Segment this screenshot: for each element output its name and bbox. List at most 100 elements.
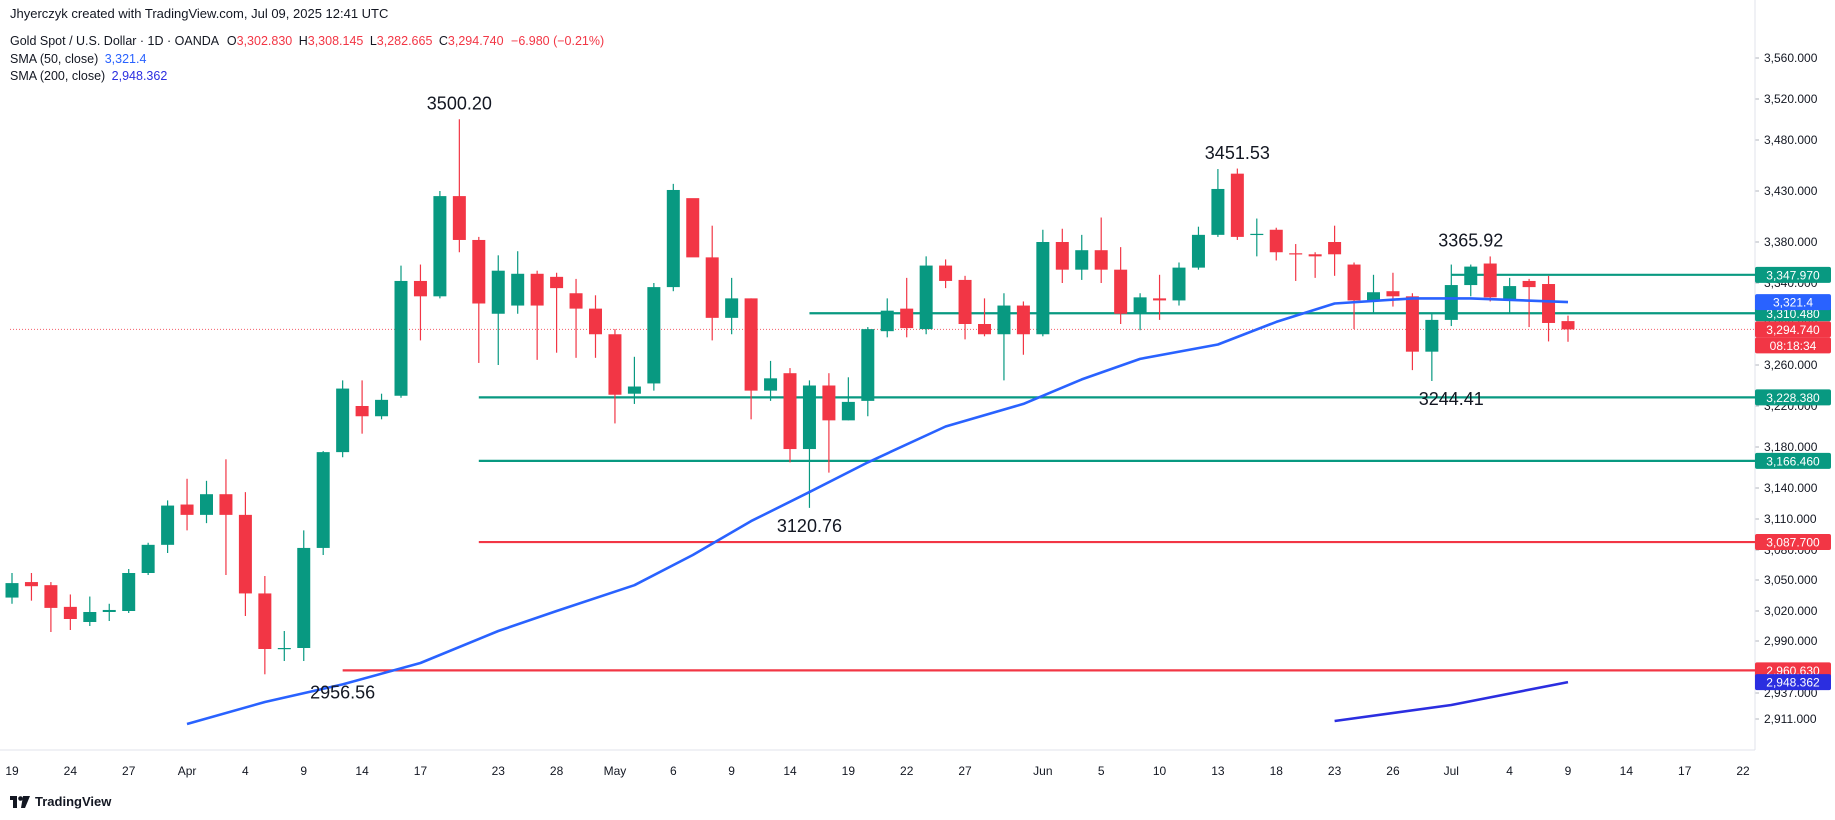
sma50-legend[interactable]: SMA (50, close) 3,321.4 xyxy=(10,52,146,66)
x-axis-tick-label: 24 xyxy=(64,764,78,778)
candle-body xyxy=(627,386,641,394)
candle-body xyxy=(608,334,622,395)
candle-body xyxy=(802,385,816,450)
x-axis-tick-label: 10 xyxy=(1153,764,1167,778)
candle-body xyxy=(1191,234,1205,268)
candle-body xyxy=(978,324,991,335)
x-axis-tick-label: 22 xyxy=(900,764,914,778)
x-axis-tick-label: 26 xyxy=(1386,764,1400,778)
x-axis-tick-label: 13 xyxy=(1211,764,1225,778)
ohlc-open-label: O xyxy=(226,34,237,48)
candle-body xyxy=(705,257,719,318)
x-axis-tick-label: 9 xyxy=(1565,764,1572,778)
price-annotation: 3244.41 xyxy=(1419,389,1484,409)
y-axis-tick-label: 3,380.000 xyxy=(1764,235,1818,249)
x-axis-tick-label: 5 xyxy=(1098,764,1105,778)
candle-body xyxy=(5,583,19,598)
x-axis-tick-label: Apr xyxy=(178,764,197,778)
x-axis-tick-label: Jul xyxy=(1444,764,1459,778)
candle-body xyxy=(200,494,213,515)
candle-body xyxy=(44,585,58,608)
sma200-value: 2,948.362 xyxy=(111,69,168,83)
candle-body xyxy=(1094,250,1108,270)
candle-body xyxy=(997,305,1011,335)
ohlc-close-label: C xyxy=(438,34,448,48)
candle-body xyxy=(83,612,97,622)
y-axis-tick-label: 3,520.000 xyxy=(1764,92,1818,106)
ohlc-high-label: H xyxy=(298,34,308,48)
y-axis-tick-label: 2,911.000 xyxy=(1764,712,1817,726)
x-axis-tick-label: 14 xyxy=(1620,764,1634,778)
candle-body xyxy=(1211,188,1225,235)
candle-body xyxy=(1133,297,1147,314)
sma50-label: SMA (50, close) xyxy=(10,52,99,66)
x-axis-tick-label: 6 xyxy=(670,764,677,778)
ohlc-low-label: L xyxy=(369,34,377,48)
price-annotation: 3120.76 xyxy=(777,516,842,536)
x-axis-tick-label: 17 xyxy=(1678,764,1692,778)
candle-body xyxy=(1464,266,1478,286)
y-axis-tick-label: 3,020.000 xyxy=(1764,604,1818,618)
candle-body xyxy=(841,401,855,421)
price-annotation: 3451.53 xyxy=(1205,143,1270,163)
price-tag-bg xyxy=(1755,674,1831,691)
level-price-tag: 3,087.700 xyxy=(1766,536,1820,550)
x-axis-tick-label: May xyxy=(604,764,627,778)
candle-body xyxy=(958,279,972,324)
candle-body xyxy=(1230,173,1244,237)
candle-body xyxy=(1503,286,1517,300)
candle-body xyxy=(452,196,466,240)
candle-body xyxy=(686,198,700,258)
candle-body xyxy=(413,280,427,297)
level-price-tag-bg xyxy=(1755,389,1831,406)
candle-body xyxy=(102,609,116,612)
level-price-tag: 3,228.380 xyxy=(1766,391,1820,405)
candle-body xyxy=(550,276,564,289)
bar-countdown: 08:18:34 xyxy=(1770,339,1817,353)
candle-body xyxy=(1075,250,1089,270)
sma200-line xyxy=(1334,680,1569,723)
candle-body xyxy=(666,189,680,288)
candle-body xyxy=(783,373,797,450)
candle-body xyxy=(900,308,914,329)
candle-body xyxy=(919,265,933,330)
x-axis-tick-label: 23 xyxy=(1328,764,1342,778)
y-axis-tick-label: 3,430.000 xyxy=(1764,184,1818,198)
candle-body xyxy=(394,280,408,396)
candle-body xyxy=(764,378,778,391)
ohlc-open-value: 3,302.830 xyxy=(236,34,293,48)
candle-body xyxy=(1055,242,1069,270)
candle-body xyxy=(744,298,758,391)
candle-body xyxy=(1289,253,1303,255)
candle-body xyxy=(1483,263,1497,298)
candle-body xyxy=(161,505,175,545)
symbol-name[interactable]: Gold Spot / U.S. Dollar · 1D · OANDA xyxy=(10,34,219,48)
x-axis-tick-label: 19 xyxy=(842,764,856,778)
y-axis-tick-label: 3,560.000 xyxy=(1764,51,1818,65)
x-axis-tick-label: 28 xyxy=(550,764,564,778)
x-axis-tick-label: 23 xyxy=(492,764,506,778)
candle-body xyxy=(1328,242,1342,255)
candle-body xyxy=(1269,229,1283,253)
sma50-value: 3,321.4 xyxy=(104,52,147,66)
candle-body xyxy=(861,329,875,401)
price-tag-bg xyxy=(1755,321,1831,338)
tradingview-logo[interactable]: TradingView xyxy=(10,794,111,809)
y-axis-tick-label: 3,110.000 xyxy=(1764,512,1817,526)
price-tag: 3,294.740 xyxy=(1766,323,1820,337)
sma200-legend[interactable]: SMA (200, close) 2,948.362 xyxy=(10,69,167,83)
candle-body xyxy=(1347,264,1361,301)
candle-body xyxy=(1444,285,1458,320)
price-tag: 3,321.4 xyxy=(1773,296,1813,310)
candle-body xyxy=(24,582,38,587)
x-axis-tick-label: 14 xyxy=(355,764,369,778)
candle-body xyxy=(1386,291,1400,297)
chart-credit: Jhyerczyk created with TradingView.com, … xyxy=(10,6,389,21)
sma200-label: SMA (200, close) xyxy=(10,69,106,83)
x-axis-tick-label: Jun xyxy=(1033,764,1052,778)
candle-body xyxy=(277,648,291,650)
y-axis-tick-label: 3,260.000 xyxy=(1764,358,1818,372)
x-axis-tick-label: 22 xyxy=(1736,764,1750,778)
price-annotation: 3365.92 xyxy=(1438,230,1503,250)
